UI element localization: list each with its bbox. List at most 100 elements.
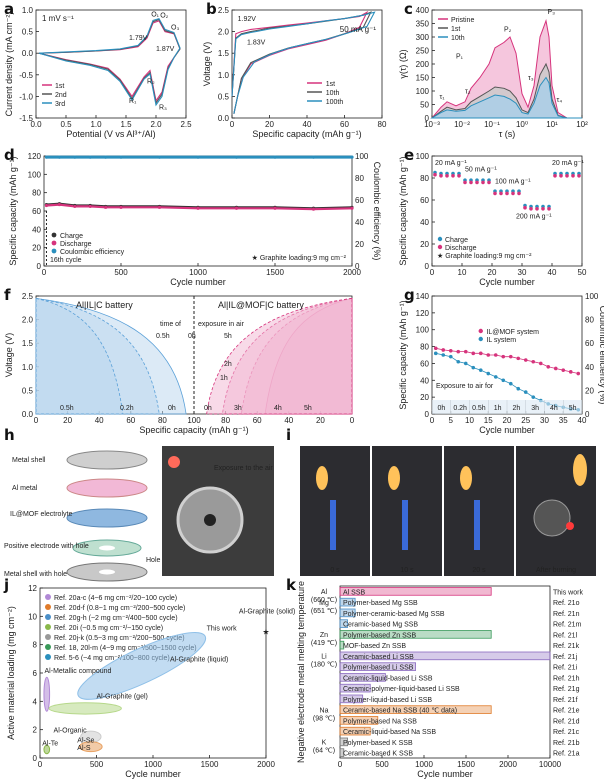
x-tick-label: 80 — [378, 120, 387, 129]
y-tick-label: 100 — [416, 152, 430, 161]
bar-label: Ceramic-based K SSB — [343, 751, 413, 758]
x-axis-label: Specific capacity (mAh g⁻¹) — [139, 425, 248, 435]
legend-marker — [45, 604, 51, 610]
x-tick-label: 50 — [578, 268, 587, 277]
bar-label: Ceramic-based Na SSB (40 ℃ data) — [343, 708, 457, 715]
y-tick-label: 20 — [420, 240, 429, 249]
x-tick-label: 80 — [158, 416, 167, 425]
metal-label: K — [322, 740, 327, 747]
flame-icon — [460, 466, 472, 490]
bar-ref: Ref. 21a — [553, 751, 580, 758]
bar-label: Ceramic-based Li SSB — [343, 654, 414, 661]
data-point — [234, 206, 239, 210]
bar-label: Ceramic-liquid-based Na SSB — [343, 729, 436, 736]
x-tick-label: 40 — [578, 416, 587, 425]
data-point — [523, 205, 527, 210]
region-label-P3: P₃ — [548, 9, 556, 16]
curve-label-4h: 4h — [274, 405, 282, 412]
y2-tick-label: 60 — [585, 339, 594, 348]
y2-tick-label: 0 — [355, 262, 360, 271]
arrow-label-5h: 5h — [224, 333, 232, 340]
data-point — [517, 191, 521, 196]
drt-area-10th — [430, 76, 582, 119]
chart-f: 0 20 40 60 80 100 80 60 40 20 00.00.51.01.52.02.5S… — [4, 292, 355, 435]
data-point — [448, 348, 453, 353]
data-point — [119, 205, 123, 209]
y2-axis-label: Coulombic efficiency (%) — [372, 162, 382, 261]
data-point — [475, 180, 479, 185]
data-point — [541, 207, 545, 211]
bar-9 — [339, 683, 371, 693]
curve-label-3h: 3h — [234, 405, 242, 412]
gcd-curve-10th — [231, 11, 372, 114]
h-label: Positive electrode with hole — [4, 543, 89, 550]
data-point — [531, 395, 536, 399]
y-tick-label: 80 — [420, 343, 429, 352]
data-point — [486, 371, 491, 376]
panel-c-letter: c — [404, 0, 413, 18]
h-label: Metal shell — [12, 457, 46, 464]
data-point — [456, 349, 461, 354]
label-1.87V: 1.87V — [156, 46, 175, 53]
y-tick-label: 1.0 — [22, 363, 34, 372]
x-tick-label: 1.0 — [90, 120, 102, 129]
region-te — [43, 744, 51, 755]
data-point — [350, 206, 354, 210]
this-work-star: ★ — [262, 628, 269, 637]
label-1.92V: 1.92V — [238, 16, 257, 23]
y-tick-label: 100 — [416, 326, 430, 335]
legend-label-Pristine: Pristine — [451, 17, 474, 24]
data-point — [445, 174, 449, 178]
exposure-label: exposure in air — [198, 321, 245, 328]
x-tick-label: 30 — [518, 268, 527, 277]
right-battery-title: Al|IL@MOF|C battery — [218, 300, 304, 310]
x-tick-label: 10⁻³ — [424, 120, 440, 129]
discharge-area-right — [206, 297, 353, 415]
x-tick-label: 20 — [63, 416, 72, 425]
chart-j: 0 500 1000 1500 2000 0 2 4 6 8 10 12 Cycle number Act… — [6, 584, 295, 779]
legend-label: ★ Graphite loading:9 mg cm⁻² — [437, 252, 532, 260]
h-label: Hole — [146, 557, 161, 564]
data-point — [104, 155, 108, 159]
data-point — [433, 346, 438, 351]
label-metallic-compound: Al-Metallic compound — [45, 668, 112, 675]
data-point — [73, 155, 77, 159]
x-tick-label: 60 — [340, 120, 349, 129]
metal-label: Al — [321, 589, 328, 596]
scan-rate-annotation: 1 mV s⁻¹ — [42, 14, 74, 23]
y-tick-label: 10 — [28, 612, 37, 621]
electrode-hole — [99, 545, 115, 551]
data-point — [493, 353, 498, 357]
y2-tick-label: 40 — [585, 363, 594, 372]
data-point — [508, 354, 513, 359]
x-tick-label: 80 — [221, 416, 230, 425]
legend-label: IL system — [486, 337, 516, 344]
bar-label: Polymer-liquid-based Li SSB — [343, 697, 432, 704]
x-tick-label: 10 — [465, 416, 474, 425]
curve-label-0h-right: 0h — [204, 405, 212, 412]
y2-axis-label: Coulombic efficiency (%) — [598, 306, 604, 405]
x-tick-label: 2.0 — [150, 120, 162, 129]
electrolyte-vial — [402, 500, 408, 550]
data-point — [505, 191, 509, 196]
burnt-coin-cell — [533, 499, 571, 537]
legend-label: IL@MOF system — [486, 329, 539, 336]
bar-ref: Ref. 21b — [553, 740, 580, 747]
bar-label: Al SSB — [343, 589, 366, 596]
curve-label-0.2h: 0.2h — [120, 405, 134, 412]
bar-0 — [339, 587, 492, 596]
legend-marker — [45, 614, 51, 620]
plot-frame — [431, 295, 583, 415]
x-tick-label: 30 — [540, 416, 549, 425]
legend-marker — [45, 624, 51, 630]
rate-label-50: 50 mA g⁻¹ — [465, 166, 497, 173]
arrow-label-0h: 0h — [188, 333, 196, 340]
rate-label-200: 200 mA g⁻¹ — [516, 214, 552, 221]
plot-frame — [339, 585, 551, 759]
y2-tick-label: 0 — [585, 410, 590, 419]
x-axis-label: Cycle number — [125, 769, 181, 779]
led-light — [566, 522, 574, 530]
rate-label-20-return: 20 mA g⁻¹ — [552, 160, 584, 167]
legend-label-1st: 1st — [55, 83, 64, 90]
bar-label: Polymer-based Na SSB — [343, 718, 417, 725]
